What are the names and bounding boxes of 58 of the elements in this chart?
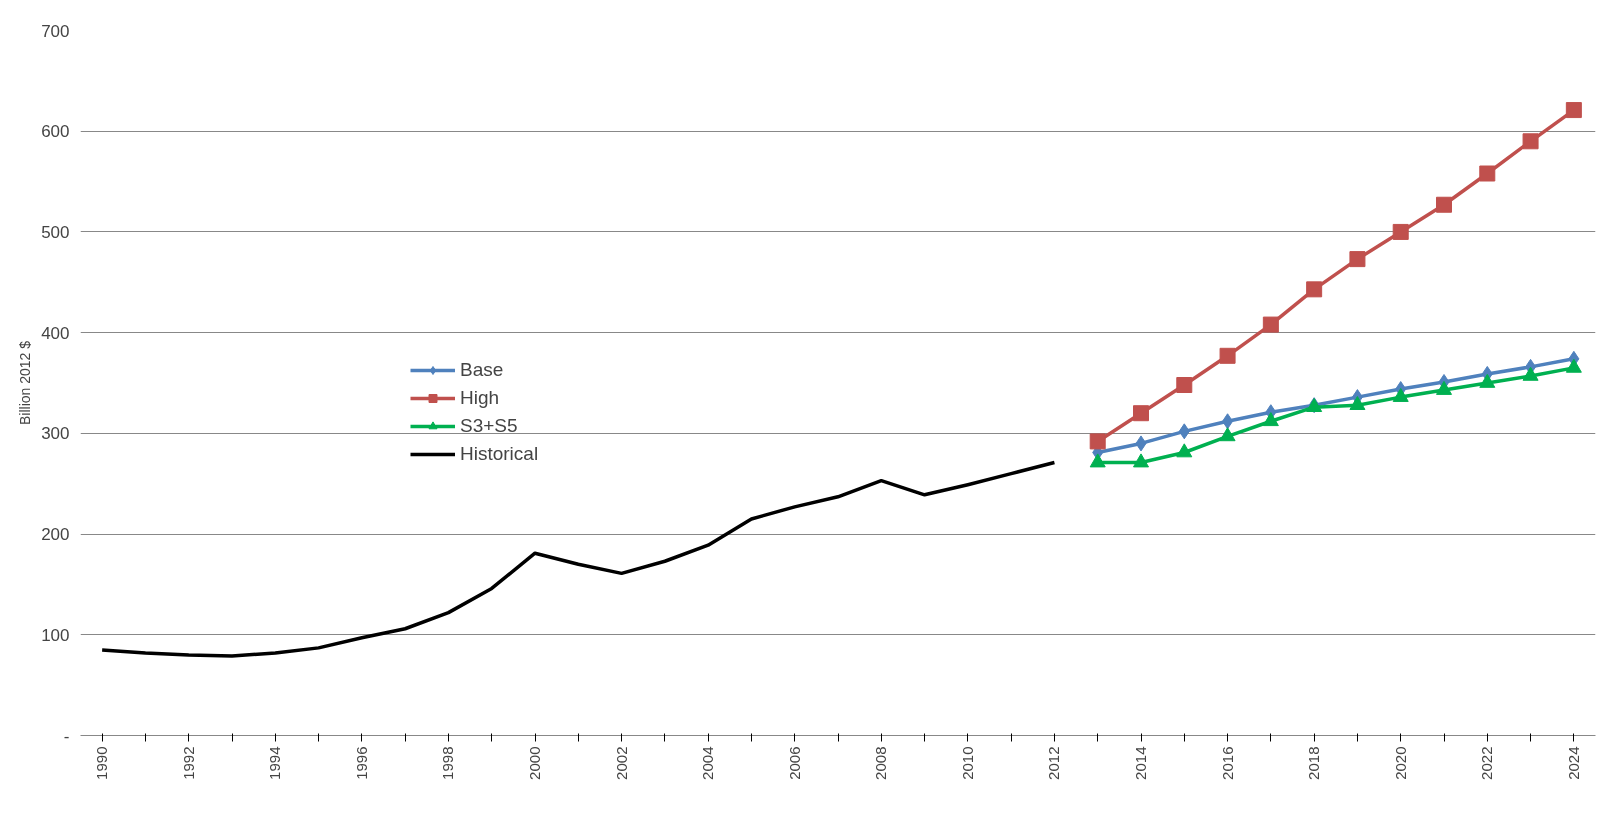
line-series: [100, 460, 1057, 658]
y-tick-label: 700: [41, 21, 70, 41]
point: [1178, 423, 1190, 440]
legend-label: High: [460, 387, 500, 409]
x-tick-label: 2014: [1132, 746, 1149, 780]
legend-label: Historical: [460, 443, 539, 465]
x-tick-label: 2004: [699, 746, 717, 780]
point: [1089, 453, 1106, 468]
point: [1133, 405, 1149, 422]
x-tick-label: 2006: [785, 746, 803, 780]
x-tick-label: 1998: [439, 746, 457, 780]
point: [1135, 435, 1147, 452]
point: [1089, 433, 1106, 450]
x-tick-label: 2022: [1478, 746, 1496, 780]
x-tick-label: 1994: [266, 746, 284, 780]
x-tick-label: 2002: [612, 746, 630, 780]
y-tick-label: -: [63, 726, 70, 746]
point: [1176, 377, 1193, 394]
y-tick-label: 200: [41, 525, 70, 545]
point: [1133, 453, 1149, 468]
point: [1262, 412, 1279, 427]
x-tick-label: 2024: [1564, 746, 1582, 780]
point: [1522, 366, 1539, 381]
point: [1565, 358, 1582, 373]
legend-label: Base: [460, 359, 504, 381]
x-tick-label: 1996: [352, 746, 370, 780]
x-tick-label: 2000: [526, 746, 543, 780]
x-tick-label: 1990: [93, 746, 111, 780]
legend-label: S3+S5: [460, 415, 518, 437]
x-tick-label: 2018: [1305, 746, 1323, 780]
point: [1392, 387, 1409, 402]
y-tick-label: 100: [41, 625, 70, 645]
point: [1222, 413, 1234, 430]
y-tick-label: 400: [41, 323, 70, 343]
point: [1176, 443, 1193, 458]
point: [1219, 427, 1236, 442]
point: [1392, 223, 1409, 240]
x-tick-label: 2008: [872, 746, 890, 780]
point: [1349, 251, 1366, 268]
point: [1479, 165, 1496, 182]
x-tick-label: 2020: [1391, 746, 1409, 780]
x-tick-label: 2012: [1045, 746, 1063, 780]
y-axis-title: Billion 2012 $: [17, 340, 34, 426]
point: [1436, 380, 1452, 395]
x-tick-label: 2010: [958, 746, 976, 780]
y-tick-label: 500: [41, 222, 70, 242]
point: [1436, 196, 1452, 213]
x-tick-label: 2016: [1218, 746, 1236, 780]
point: [1522, 133, 1539, 150]
y-tick-label: 300: [41, 424, 70, 444]
point: [1262, 316, 1279, 333]
y-tick-label: 600: [41, 122, 70, 142]
point: [1479, 373, 1496, 388]
x-tick-label: 1992: [179, 746, 197, 780]
point: [1565, 102, 1582, 119]
point: [1306, 281, 1323, 298]
point: [1219, 347, 1236, 364]
point: [1349, 396, 1366, 410]
